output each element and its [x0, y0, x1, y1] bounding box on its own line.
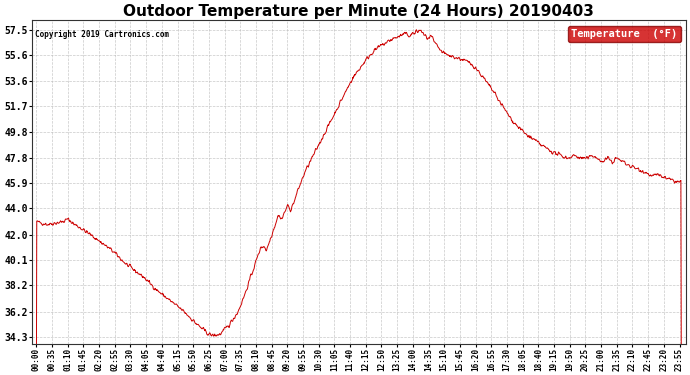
Text: Copyright 2019 Cartronics.com: Copyright 2019 Cartronics.com [35, 30, 169, 39]
Title: Outdoor Temperature per Minute (24 Hours) 20190403: Outdoor Temperature per Minute (24 Hours… [124, 4, 594, 19]
Legend: Temperature  (°F): Temperature (°F) [568, 26, 680, 42]
